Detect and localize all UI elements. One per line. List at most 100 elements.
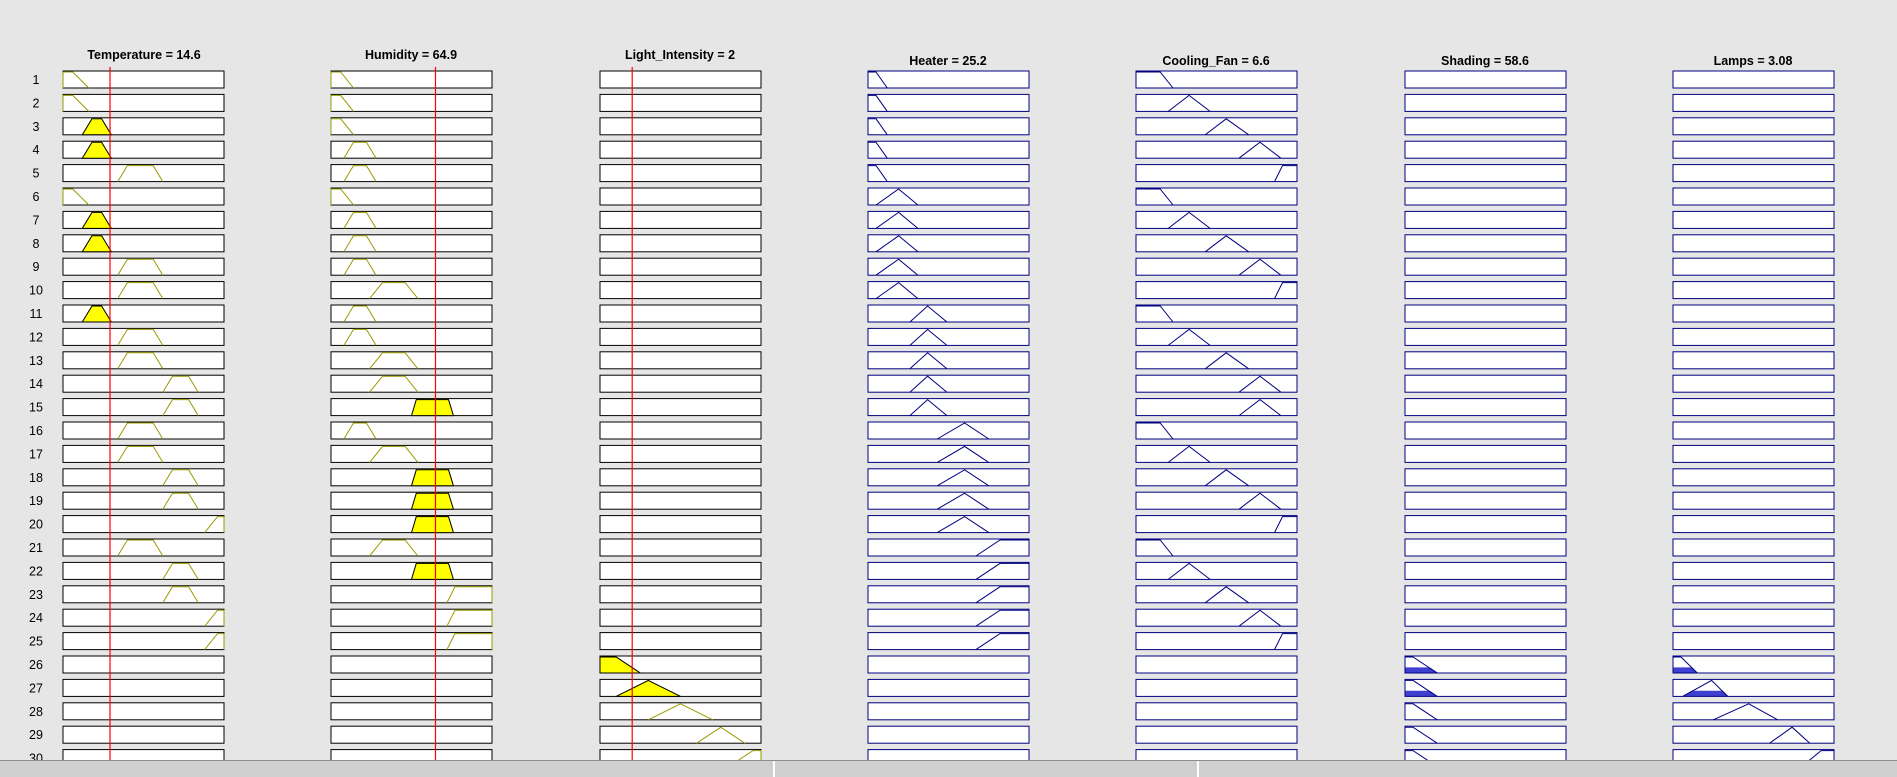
rule-cell-humidity[interactable] — [330, 304, 493, 323]
rule-cell-lamps[interactable] — [1672, 210, 1835, 229]
rule-cell-heater[interactable] — [867, 257, 1030, 276]
rule-cell-cooling-fan[interactable] — [1135, 725, 1298, 744]
rule-cell-humidity[interactable] — [330, 561, 493, 580]
rule-cell-temperature[interactable] — [62, 164, 225, 183]
rule-cell-light-intensity[interactable] — [599, 632, 762, 651]
rule-cell-lamps[interactable] — [1672, 468, 1835, 487]
rule-cell-temperature[interactable] — [62, 515, 225, 534]
rule-cell-light-intensity[interactable] — [599, 725, 762, 744]
rule-cell-temperature[interactable] — [62, 234, 225, 253]
rule-cell-cooling-fan[interactable] — [1135, 257, 1298, 276]
rule-cell-shading[interactable] — [1404, 304, 1567, 323]
rule-cell-temperature[interactable] — [62, 70, 225, 89]
rule-cell-lamps[interactable] — [1672, 304, 1835, 323]
rule-cell-light-intensity[interactable] — [599, 257, 762, 276]
rule-cell-cooling-fan[interactable] — [1135, 632, 1298, 651]
rule-cell-humidity[interactable] — [330, 398, 493, 417]
rule-cell-heater[interactable] — [867, 327, 1030, 346]
rule-cell-temperature[interactable] — [62, 281, 225, 300]
rule-cell-cooling-fan[interactable] — [1135, 210, 1298, 229]
rule-cell-lamps[interactable] — [1672, 398, 1835, 417]
rule-cell-shading[interactable] — [1404, 538, 1567, 557]
rule-cell-shading[interactable] — [1404, 491, 1567, 510]
input-crosshairs[interactable] — [109, 67, 633, 773]
rule-cell-shading[interactable] — [1404, 702, 1567, 721]
rule-cell-shading[interactable] — [1404, 444, 1567, 463]
rule-cell-humidity[interactable] — [330, 327, 493, 346]
rule-cell-shading[interactable] — [1404, 117, 1567, 136]
rule-cell-heater[interactable] — [867, 491, 1030, 510]
rule-cell-heater[interactable] — [867, 421, 1030, 440]
rule-cell-shading[interactable] — [1404, 421, 1567, 440]
rule-cell-cooling-fan[interactable] — [1135, 398, 1298, 417]
rule-cell-lamps[interactable] — [1672, 421, 1835, 440]
rule-cell-temperature[interactable] — [62, 327, 225, 346]
rule-cell-light-intensity[interactable] — [599, 327, 762, 346]
rule-cell-light-intensity[interactable] — [599, 421, 762, 440]
rule-cell-light-intensity[interactable] — [599, 398, 762, 417]
rule-cell-lamps[interactable] — [1672, 538, 1835, 557]
rule-cell-lamps[interactable] — [1672, 444, 1835, 463]
rule-cell-heater[interactable] — [867, 398, 1030, 417]
rule-cell-cooling-fan[interactable] — [1135, 374, 1298, 393]
rule-cell-lamps[interactable] — [1672, 702, 1835, 721]
rule-cell-cooling-fan[interactable] — [1135, 561, 1298, 580]
rule-cell-light-intensity[interactable] — [599, 468, 762, 487]
rule-cell-temperature[interactable] — [62, 304, 225, 323]
rule-cell-lamps[interactable] — [1672, 491, 1835, 510]
rule-cell-humidity[interactable] — [330, 444, 493, 463]
rule-cell-humidity[interactable] — [330, 281, 493, 300]
rule-cell-cooling-fan[interactable] — [1135, 491, 1298, 510]
rule-cell-light-intensity[interactable] — [599, 117, 762, 136]
rule-cell-humidity[interactable] — [330, 585, 493, 604]
rule-cell-temperature[interactable] — [62, 725, 225, 744]
rule-cell-lamps[interactable] — [1672, 515, 1835, 534]
rule-cell-heater[interactable] — [867, 632, 1030, 651]
rule-cell-lamps[interactable] — [1672, 117, 1835, 136]
rule-cell-temperature[interactable] — [62, 608, 225, 627]
rule-cell-heater[interactable] — [867, 561, 1030, 580]
rule-cell-temperature[interactable] — [62, 117, 225, 136]
rule-cell-heater[interactable] — [867, 538, 1030, 557]
rule-cell-light-intensity[interactable] — [599, 561, 762, 580]
rule-cell-shading[interactable] — [1404, 281, 1567, 300]
rule-cell-humidity[interactable] — [330, 538, 493, 557]
rule-cell-light-intensity[interactable] — [599, 538, 762, 557]
rule-cell-temperature[interactable] — [62, 351, 225, 370]
rule-cell-lamps[interactable] — [1672, 585, 1835, 604]
rule-cell-heater[interactable] — [867, 468, 1030, 487]
rule-cell-temperature[interactable] — [62, 491, 225, 510]
rule-cell-temperature[interactable] — [62, 398, 225, 417]
rule-cell-humidity[interactable] — [330, 351, 493, 370]
rule-cell-cooling-fan[interactable] — [1135, 93, 1298, 112]
rule-cell-shading[interactable] — [1404, 608, 1567, 627]
rule-cell-cooling-fan[interactable] — [1135, 608, 1298, 627]
rule-cell-light-intensity[interactable] — [599, 351, 762, 370]
rule-cell-shading[interactable] — [1404, 210, 1567, 229]
rule-cell-lamps[interactable] — [1672, 725, 1835, 744]
rule-cell-heater[interactable] — [867, 304, 1030, 323]
rule-cell-cooling-fan[interactable] — [1135, 421, 1298, 440]
rule-cell-cooling-fan[interactable] — [1135, 140, 1298, 159]
rule-cell-shading[interactable] — [1404, 140, 1567, 159]
rule-cell-humidity[interactable] — [330, 234, 493, 253]
rule-cell-temperature[interactable] — [62, 444, 225, 463]
rule-cell-humidity[interactable] — [330, 608, 493, 627]
rule-cell-shading[interactable] — [1404, 351, 1567, 370]
rule-cell-heater[interactable] — [867, 93, 1030, 112]
rule-cell-light-intensity[interactable] — [599, 374, 762, 393]
rule-cell-humidity[interactable] — [330, 187, 493, 206]
rule-cell-lamps[interactable] — [1672, 281, 1835, 300]
rule-cell-shading[interactable] — [1404, 257, 1567, 276]
rule-cell-cooling-fan[interactable] — [1135, 187, 1298, 206]
rule-cell-temperature[interactable] — [62, 468, 225, 487]
rule-cell-shading[interactable] — [1404, 234, 1567, 253]
rule-cell-temperature[interactable] — [62, 93, 225, 112]
rule-cell-humidity[interactable] — [330, 210, 493, 229]
rule-cell-shading[interactable] — [1404, 93, 1567, 112]
rule-cell-humidity[interactable] — [330, 374, 493, 393]
rule-cell-light-intensity[interactable] — [599, 281, 762, 300]
rule-cell-light-intensity[interactable] — [599, 491, 762, 510]
rule-cell-temperature[interactable] — [62, 421, 225, 440]
rule-cell-shading[interactable] — [1404, 632, 1567, 651]
